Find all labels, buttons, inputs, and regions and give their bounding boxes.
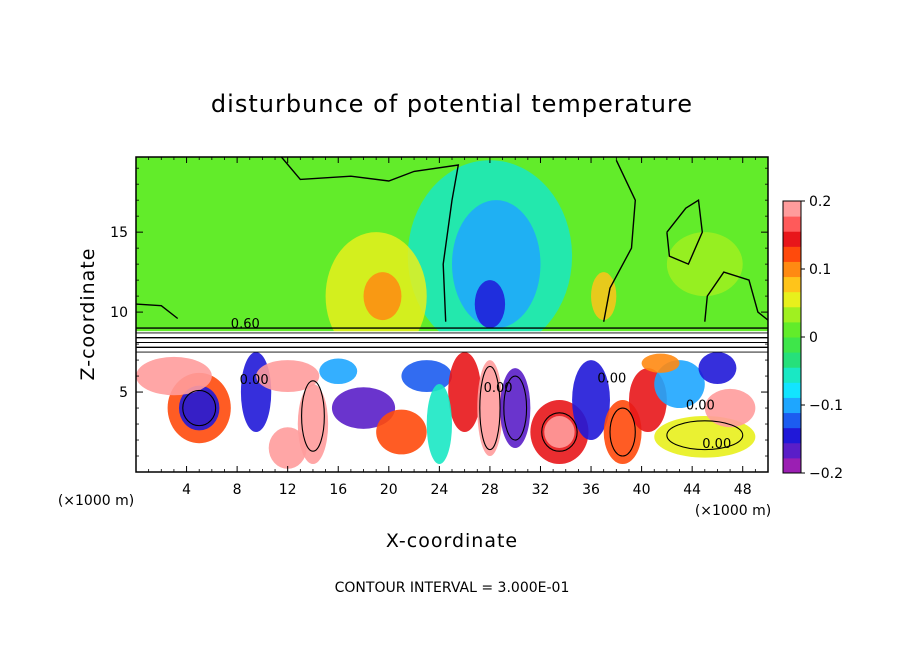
zero-contour-line: [666, 199, 704, 266]
lower-anomaly: [136, 356, 212, 396]
colorbar-tick-label: 0.2: [809, 194, 831, 210]
lower-anomaly: [572, 360, 610, 441]
x-axis-label: X-coordinate: [386, 530, 518, 552]
x-tick-label: 48: [734, 482, 752, 498]
lower-anomaly: [641, 353, 680, 373]
colorbar-segment: [783, 367, 801, 383]
y-axis-label: Z-coordinate: [77, 248, 99, 381]
colorbar-tick-label: −0.2: [809, 466, 843, 482]
swirl-contour-line: [503, 375, 528, 441]
colorbar-tick-label: 0: [809, 330, 818, 346]
contour-lines: 0.60 0.00 0.00 0.00 0.00 0.00: [136, 157, 768, 457]
colorbar-segment: [783, 352, 801, 368]
swirl-contour-line: [182, 389, 217, 427]
colorbar-segment: [783, 412, 801, 429]
colorbar-segment: [783, 321, 801, 338]
colorbar-segment: [783, 457, 801, 474]
lower-anomaly: [448, 352, 482, 433]
y-axis: 5 10 15: [110, 167, 768, 457]
x-tick-label: 40: [633, 482, 651, 498]
lower-anomaly: [178, 385, 220, 431]
lower-anomaly: [698, 352, 737, 385]
contour-label: 0.00: [702, 437, 731, 452]
x-tick-label: 12: [279, 482, 297, 498]
x-tick-label: 8: [233, 482, 242, 498]
lower-anomaly: [426, 384, 452, 465]
colorbar-segment: [783, 427, 801, 444]
lower-anomaly: [256, 360, 320, 393]
shear-layer: [136, 331, 768, 353]
lower-anomaly: [544, 416, 575, 449]
upper-anomaly: [474, 280, 506, 329]
x-axis: 4 8 12 16 20 24 28 32 36 40 44 48: [148, 157, 756, 498]
colorbar-segment: [783, 216, 801, 232]
lower-anomaly: [704, 388, 756, 428]
contour-label: 0.00: [686, 399, 715, 414]
zero-contour-line: [603, 159, 637, 322]
lower-anomaly: [319, 358, 358, 385]
zero-contour-line: [704, 271, 768, 322]
zero-contour-line: [136, 303, 179, 320]
colorbar-segment: [783, 201, 801, 217]
lower-anomaly: [268, 427, 307, 469]
colorbar-segment: [783, 276, 801, 293]
lower-anomaly: [477, 360, 503, 457]
contour-label: 0.00: [484, 381, 513, 396]
colorbar-segment: [783, 442, 801, 459]
contour-interval-note: CONTOUR INTERVAL = 3.000E-01: [335, 580, 570, 596]
colorbar-segment: [783, 397, 801, 414]
x-unit-label-left: (×1000 m): [58, 493, 134, 509]
lower-anomaly: [401, 360, 452, 393]
x-tick-label: 36: [582, 482, 600, 498]
upper-anomaly: [452, 200, 541, 329]
field-shading: [136, 157, 768, 472]
contour-label: 0.00: [597, 371, 626, 386]
colorbar-tick-label: −0.1: [809, 398, 843, 414]
contour-label: 0.60: [231, 317, 260, 332]
colorbar-tick-label: 0.1: [809, 262, 831, 278]
x-tick-label: 16: [329, 482, 347, 498]
lower-anomaly: [500, 368, 531, 449]
swirl-contour-line: [479, 365, 501, 451]
upper-anomaly: [666, 232, 743, 297]
colorbar-segment: [783, 291, 801, 308]
contour-label: 0.00: [240, 373, 269, 388]
x-tick-label: 28: [481, 482, 499, 498]
lower-anomaly: [240, 352, 272, 433]
x-unit-label-right: (×1000 m): [695, 503, 771, 519]
colorbar-segment: [783, 337, 801, 353]
swirl-contour-line: [541, 412, 578, 452]
swirl-contour-line: [666, 420, 744, 451]
colorbar-segment: [783, 382, 801, 398]
y-tick-label: 15: [110, 225, 128, 241]
swirl-contour-line: [301, 380, 325, 452]
colorbar-segment: [783, 261, 801, 278]
swirl-contour-line: [609, 407, 636, 457]
y-tick-label: 10: [110, 305, 128, 321]
colorbar-segment: [783, 246, 801, 262]
chart-title: disturbunce of potential temperature: [211, 90, 693, 118]
lower-anomaly: [331, 387, 396, 429]
x-tick-label: 20: [380, 482, 398, 498]
lower-anomaly: [376, 409, 427, 455]
upper-anomaly: [591, 272, 617, 321]
colorbar-segment: [783, 306, 801, 323]
x-tick-label: 4: [182, 482, 191, 498]
x-tick-label: 24: [430, 482, 448, 498]
plot-area: 0.60 0.00 0.00 0.00 0.00 0.00: [135, 156, 769, 473]
x-tick-label: 44: [683, 482, 701, 498]
y-tick-label: 5: [119, 385, 128, 401]
x-tick-label: 32: [532, 482, 550, 498]
zero-contour-line: [280, 157, 460, 322]
colorbar: 0.2 0.1 0 −0.1 −0.2: [782, 194, 843, 482]
upper-anomaly: [363, 272, 402, 321]
colorbar-segment: [783, 231, 801, 247]
